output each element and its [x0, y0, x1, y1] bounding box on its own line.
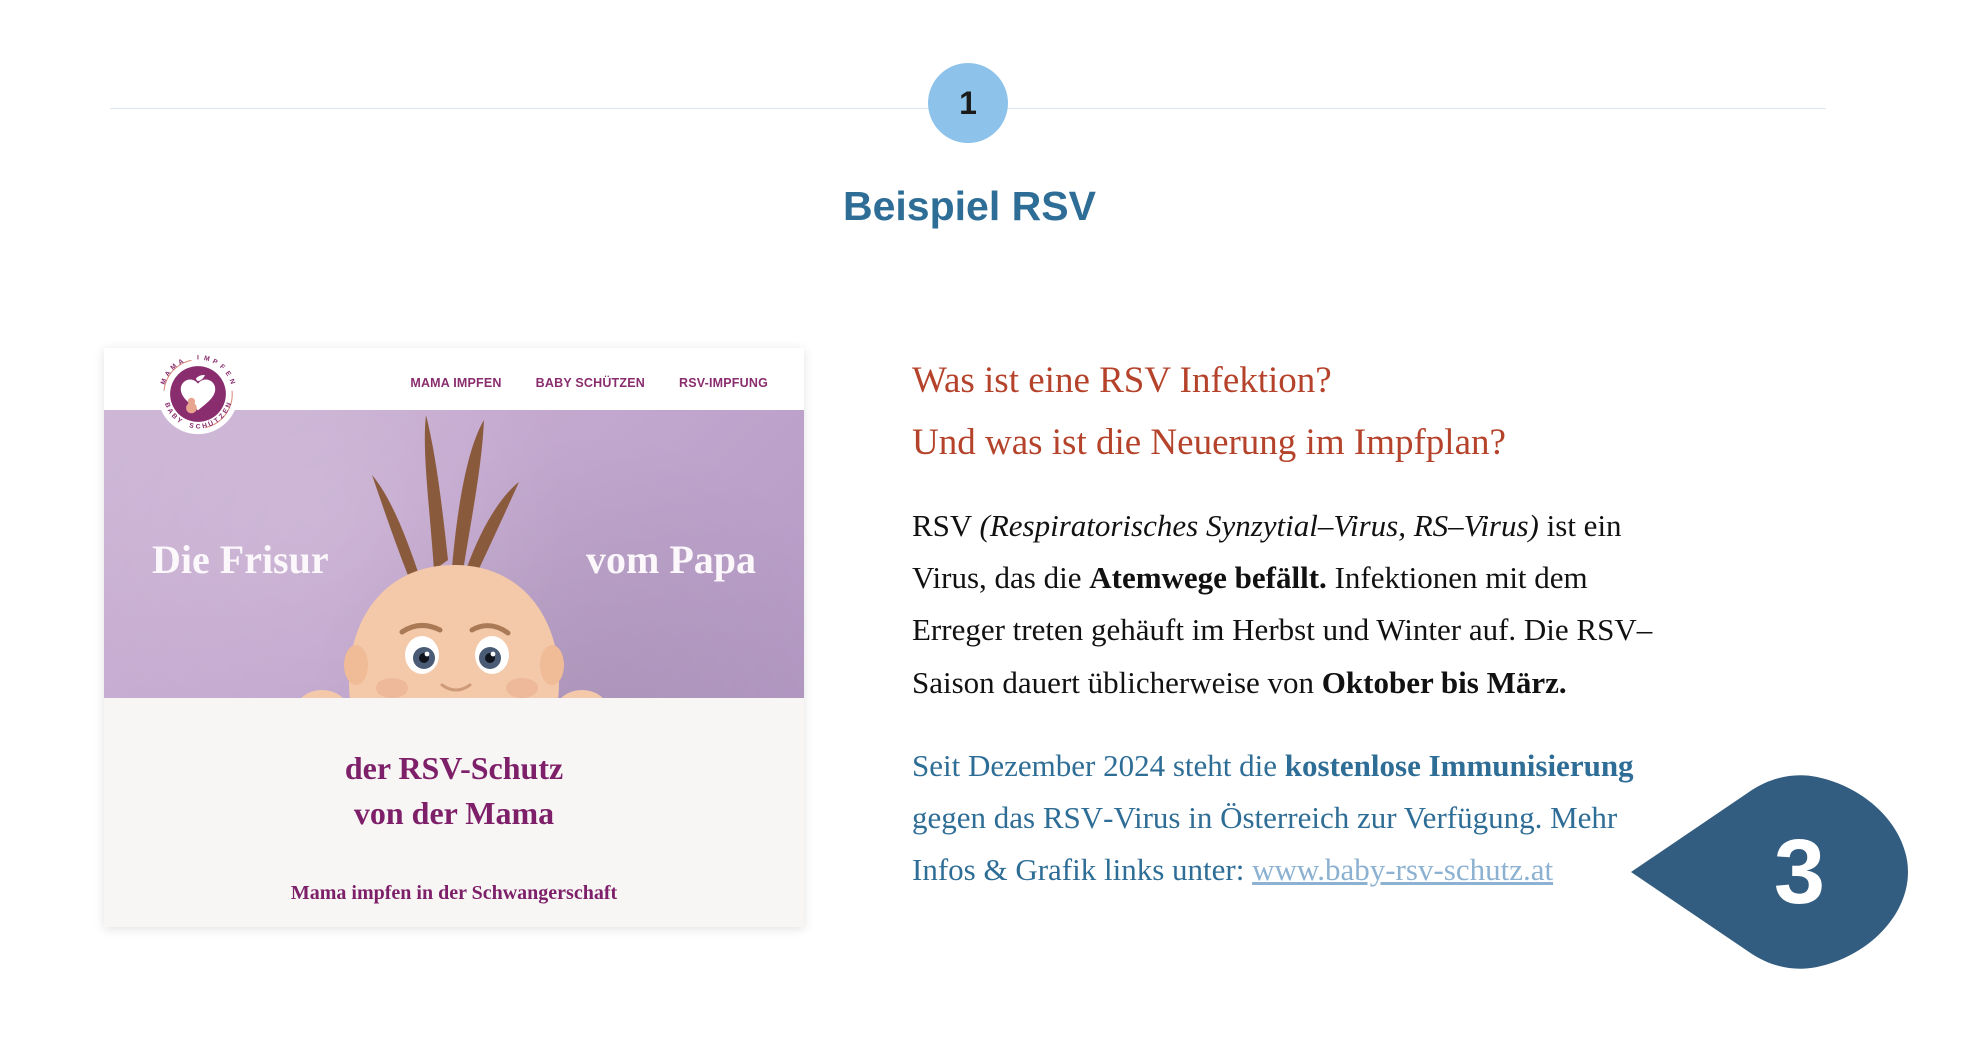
svg-text:C: C: [196, 423, 201, 430]
svg-text:I: I: [197, 355, 199, 362]
